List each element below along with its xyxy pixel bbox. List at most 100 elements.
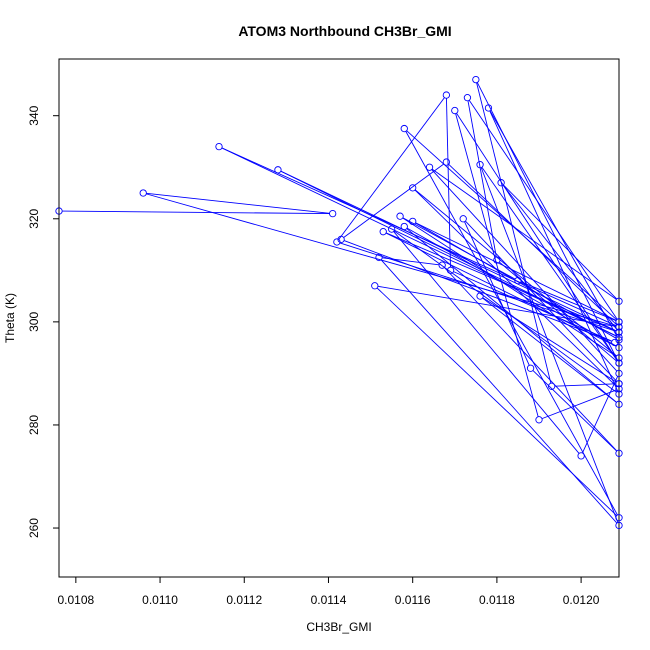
data-point — [425, 163, 434, 171]
data-point — [371, 282, 379, 290]
data-point — [409, 184, 417, 192]
data-point — [615, 400, 623, 408]
data-point — [535, 416, 543, 424]
series-line-segment — [520, 281, 617, 322]
series-line-segment — [406, 227, 617, 347]
series-line-segment — [221, 147, 617, 337]
chart-title: ATOM3 Northbound CH3Br_GMI — [238, 23, 451, 39]
data-point — [409, 217, 417, 226]
data-point — [615, 333, 623, 341]
data-point — [514, 276, 522, 285]
y-axis-label: Theta (K) — [3, 293, 17, 343]
data-point — [442, 91, 451, 99]
x-axis-label: CH3Br_GMI — [306, 620, 371, 634]
data-point — [375, 253, 383, 262]
data-point — [476, 161, 484, 169]
data-point — [615, 369, 623, 378]
data-point — [493, 256, 501, 264]
x-tick-label: 0.0112 — [226, 593, 262, 607]
series-line-segment — [415, 222, 617, 339]
data-point — [615, 343, 623, 352]
data-point — [611, 338, 619, 347]
data-point — [472, 75, 480, 84]
data-point — [615, 385, 623, 393]
data-point — [615, 380, 623, 388]
x-tick-label: 0.0108 — [57, 593, 94, 607]
series-line-segment — [480, 167, 619, 523]
y-axis: 260 280 300 320 340 — [27, 105, 60, 538]
series-line-segment — [503, 184, 618, 300]
data-point — [379, 228, 387, 236]
data-point — [615, 297, 623, 305]
series-line-segment — [582, 376, 619, 454]
data-point — [459, 215, 467, 223]
series-line-segment — [402, 217, 617, 357]
data-point — [438, 261, 446, 269]
data-point — [451, 106, 459, 115]
data-point — [333, 238, 341, 246]
series-line-segment — [481, 167, 618, 361]
series-line-segment — [406, 228, 617, 403]
y-tick-label: 320 — [27, 208, 41, 228]
data-point — [387, 225, 396, 233]
data-point — [615, 323, 623, 331]
series-line-segment — [376, 287, 617, 516]
data-point — [463, 94, 472, 102]
series-line-segment — [393, 231, 580, 454]
x-tick-label: 0.0114 — [311, 593, 347, 607]
data-point — [526, 364, 535, 372]
data-point — [615, 514, 623, 522]
x-tick-label: 0.0120 — [563, 593, 600, 607]
series-line-segment — [382, 257, 440, 266]
data-point — [215, 142, 223, 151]
data-point — [329, 209, 337, 218]
series-line-segment — [453, 271, 613, 342]
series-line-segment — [499, 261, 617, 362]
series-line-segment — [502, 184, 618, 330]
series-line-segment — [380, 259, 618, 524]
data-point — [446, 266, 455, 274]
data-point — [400, 124, 408, 133]
series-line-segment — [444, 267, 618, 452]
data-point — [615, 390, 623, 398]
data-point — [139, 189, 147, 197]
y-tick-label: 260 — [27, 518, 41, 538]
series-line-segment — [62, 210, 330, 215]
data-point — [476, 292, 484, 300]
series-line-segment — [489, 110, 618, 338]
series-line-segment — [464, 221, 530, 366]
x-axis: 0.0108 0.0110 0.0112 0.0114 0.0116 0.0118 0.01… — [57, 576, 600, 607]
series-line-segment — [456, 112, 618, 361]
data-point — [615, 328, 623, 336]
data-point — [547, 382, 556, 390]
series-line-segment — [482, 297, 617, 383]
data-point — [615, 449, 623, 457]
x-tick-label: 0.0118 — [479, 593, 515, 607]
x-tick-label: 0.0116 — [395, 593, 431, 607]
series-line-segment — [431, 169, 618, 372]
y-tick-label: 300 — [27, 312, 41, 332]
series-line-segment — [338, 97, 445, 240]
series-line-segment — [146, 192, 330, 214]
series-line-segment — [415, 222, 617, 321]
data-point — [400, 222, 408, 231]
series-line-segment — [385, 232, 617, 347]
data-point — [615, 359, 623, 367]
series-line-segment — [467, 100, 497, 257]
data-point — [497, 179, 505, 187]
series-line-segment — [405, 131, 618, 516]
data-point — [615, 336, 623, 344]
series-line-segment — [343, 163, 445, 238]
x-tick-label: 0.0110 — [142, 593, 178, 607]
data-point — [484, 104, 493, 112]
series-line-segment — [414, 189, 617, 357]
data-point — [337, 235, 345, 244]
series-line-segment — [541, 389, 617, 420]
series-line-segment — [385, 232, 617, 332]
series-line-segment — [489, 110, 619, 392]
data-point — [442, 158, 451, 166]
series-line-segment — [482, 297, 617, 403]
series-line-segment — [431, 168, 617, 300]
series-line-segment — [280, 170, 617, 337]
